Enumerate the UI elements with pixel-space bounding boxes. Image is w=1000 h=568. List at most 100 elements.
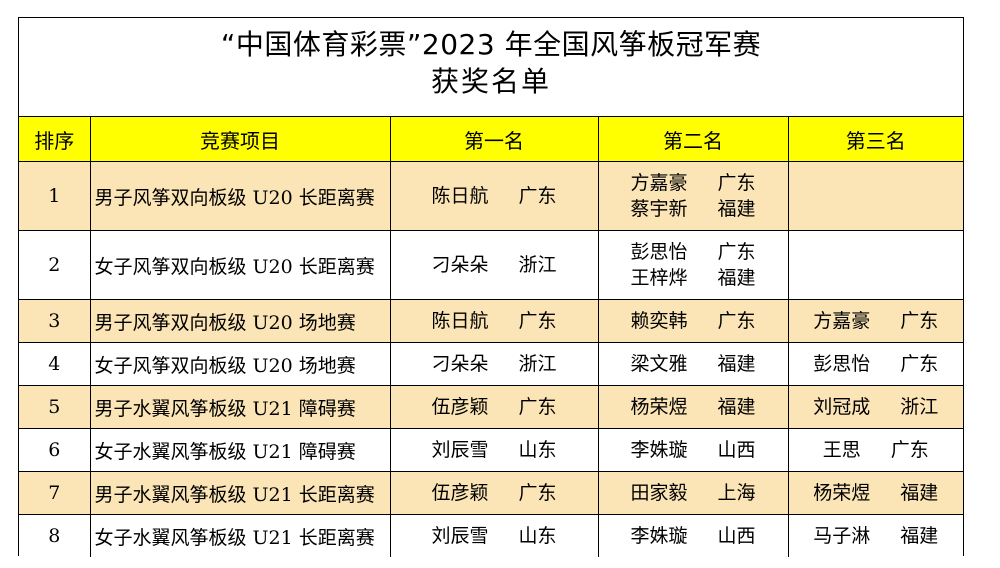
winner-entry: 李姝璇 山西 xyxy=(599,437,788,463)
winner-second: 李姝璇 山西 xyxy=(597,428,789,472)
athlete-name: 梁文雅 xyxy=(630,353,688,375)
winner-second: 梁文雅 福建 xyxy=(597,342,789,386)
athlete-name: 刘辰雪 xyxy=(431,439,489,461)
table-row: 8 女子水翼风筝板级 U21 长距离赛 刘辰雪 山东 李姝璇 山西 马子淋 福建 xyxy=(19,514,963,557)
winner-second: 杨荣煜 福建 xyxy=(597,385,789,429)
table-row: 3 男子风筝双向板级 U20 场地赛 陈日航 广东 赖奕韩 广东 方嘉豪 广东 xyxy=(19,299,964,343)
winner-entry: 刁朵朵 浙江 xyxy=(391,351,598,377)
athlete-name: 方嘉豪 xyxy=(630,172,688,194)
winner-entry: 梁文雅 福建 xyxy=(599,351,788,377)
winner-second: 赖奕韩 广东 xyxy=(597,299,789,343)
winner-entry: 伍彦颖 广东 xyxy=(391,394,598,420)
athlete-name: 王思 xyxy=(822,439,861,461)
athlete-region: 广东 xyxy=(900,310,939,332)
athlete-name: 陈日航 xyxy=(431,310,489,332)
winner-third: 方嘉豪 广东 xyxy=(787,299,964,343)
header-event: 竞赛项目 xyxy=(89,117,391,162)
athlete-region: 浙江 xyxy=(900,396,939,418)
winner-entry: 方嘉豪 广东 xyxy=(599,170,788,196)
athlete-name: 杨荣煜 xyxy=(813,482,871,504)
winner-entry: 王梓烨 福建 xyxy=(599,265,788,291)
winner-second: 彭思怡 广东王梓烨 福建 xyxy=(597,230,789,300)
athlete-name: 彭思怡 xyxy=(813,353,871,375)
winner-entry: 刁朵朵 浙江 xyxy=(391,252,598,278)
winner-second: 田家毅 上海 xyxy=(597,471,789,515)
event-name: 女子风筝双向板级 U20 场地赛 xyxy=(89,342,391,386)
page-subtitle: 获奖名单 xyxy=(430,65,551,98)
table-row: 4 女子风筝双向板级 U20 场地赛 刁朵朵 浙江 梁文雅 福建 彭思怡 广东 xyxy=(19,342,963,386)
table-row: 1 男子风筝双向板级 U20 长距离赛 陈日航 广东 方嘉豪 广东 蔡宇新 福建 xyxy=(19,161,963,231)
athlete-name: 刘辰雪 xyxy=(431,525,489,547)
winner-second: 李姝璇 山西 xyxy=(597,514,789,557)
athlete-region: 山东 xyxy=(518,525,557,547)
athlete-name: 陈日航 xyxy=(431,185,489,207)
winner-entry: 彭思怡 广东 xyxy=(599,239,788,265)
athlete-name: 刘冠成 xyxy=(813,396,871,418)
athlete-region: 广东 xyxy=(717,241,756,263)
athlete-region: 广东 xyxy=(518,396,557,418)
winner-first: 刘辰雪 山东 xyxy=(389,428,599,472)
winner-entry: 陈日航 广东 xyxy=(391,183,598,209)
winner-entry: 刘冠成 浙江 xyxy=(789,394,964,420)
winner-third: 彭思怡 广东 xyxy=(787,342,963,386)
winner-third: 刘冠成 浙江 xyxy=(787,385,964,429)
winner-first: 刘辰雪 山东 xyxy=(389,514,599,557)
athlete-region: 福建 xyxy=(900,525,939,547)
table-row: 7 男子水翼风筝板级 U21 长距离赛 伍彦颖 广东 田家毅 上海 杨荣煜 福建 xyxy=(19,471,963,515)
athlete-region: 浙江 xyxy=(518,353,557,375)
athlete-region: 广东 xyxy=(518,482,557,504)
athlete-name: 刁朵朵 xyxy=(431,353,489,375)
event-name: 男子水翼风筝板级 U21 长距离赛 xyxy=(89,471,391,515)
table-row: 5 男子水翼风筝板级 U21 障碍赛 伍彦颖 广东 杨荣煜 福建 刘冠成 浙江 xyxy=(19,385,964,429)
athlete-region: 福建 xyxy=(717,267,756,289)
winner-first: 刁朵朵 浙江 xyxy=(389,230,599,300)
athlete-name: 李姝璇 xyxy=(630,525,688,547)
event-name: 女子风筝双向板级 U20 长距离赛 xyxy=(89,230,391,300)
winner-first: 伍彦颖 广东 xyxy=(389,471,599,515)
athlete-region: 山西 xyxy=(717,439,756,461)
results-sheet: “中国体育彩票”2023 年全国风筝板冠军赛 获奖名单 排序 竞赛项目 第一名 … xyxy=(18,17,964,557)
athlete-name: 伍彦颖 xyxy=(431,482,489,504)
athlete-name: 刁朵朵 xyxy=(431,254,489,276)
winner-entry: 李姝璇 山西 xyxy=(599,523,788,549)
row-number: 3 xyxy=(19,299,91,343)
title-block: “中国体育彩票”2023 年全国风筝板冠军赛 获奖名单 xyxy=(19,18,963,117)
header-rank: 排序 xyxy=(19,117,91,162)
athlete-region: 广东 xyxy=(717,310,756,332)
athlete-region: 山东 xyxy=(518,439,557,461)
athlete-region: 福建 xyxy=(717,353,756,375)
winner-third xyxy=(787,230,963,300)
header-third: 第三名 xyxy=(787,117,963,162)
winner-first: 刁朵朵 浙江 xyxy=(389,342,599,386)
table-row: 2 女子风筝双向板级 U20 长距离赛 刁朵朵 浙江 彭思怡 广东 王梓烨 福建 xyxy=(19,230,963,300)
athlete-name: 方嘉豪 xyxy=(813,310,871,332)
event-name: 女子水翼风筝板级 U21 长距离赛 xyxy=(89,514,391,557)
athlete-name: 王梓烨 xyxy=(630,267,688,289)
athlete-region: 浙江 xyxy=(518,254,557,276)
athlete-name: 赖奕韩 xyxy=(630,310,688,332)
athlete-region: 广东 xyxy=(900,353,939,375)
winner-entry: 方嘉豪 广东 xyxy=(789,308,964,334)
winner-third: 王思 广东 xyxy=(787,428,963,472)
row-number: 1 xyxy=(19,161,91,231)
winner-third xyxy=(787,161,963,231)
event-name: 男子水翼风筝板级 U21 障碍赛 xyxy=(89,385,391,429)
results-table: 排序 竞赛项目 第一名 第二名 第三名 1 男子风筝双向板级 U20 长距离赛 陈日… xyxy=(19,117,963,557)
winner-first: 陈日航 广东 xyxy=(389,161,599,231)
event-name: 男子风筝双向板级 U20 场地赛 xyxy=(89,299,391,343)
row-number: 6 xyxy=(19,428,91,472)
athlete-region: 广东 xyxy=(518,185,557,207)
winner-entry: 杨荣煜 福建 xyxy=(599,394,788,420)
athlete-name: 伍彦颖 xyxy=(431,396,489,418)
athlete-name: 李姝璇 xyxy=(630,439,688,461)
winner-entry: 赖奕韩 广东 xyxy=(599,308,788,334)
winner-entry: 田家毅 上海 xyxy=(599,480,788,506)
header-second: 第二名 xyxy=(597,117,789,162)
winner-third: 杨荣煜 福建 xyxy=(787,471,963,515)
winner-first: 陈日航 广东 xyxy=(389,299,599,343)
athlete-name: 杨荣煜 xyxy=(630,396,688,418)
athlete-name: 彭思怡 xyxy=(630,241,688,263)
athlete-region: 福建 xyxy=(900,482,939,504)
row-number: 4 xyxy=(19,342,91,386)
athlete-region: 广东 xyxy=(717,172,756,194)
